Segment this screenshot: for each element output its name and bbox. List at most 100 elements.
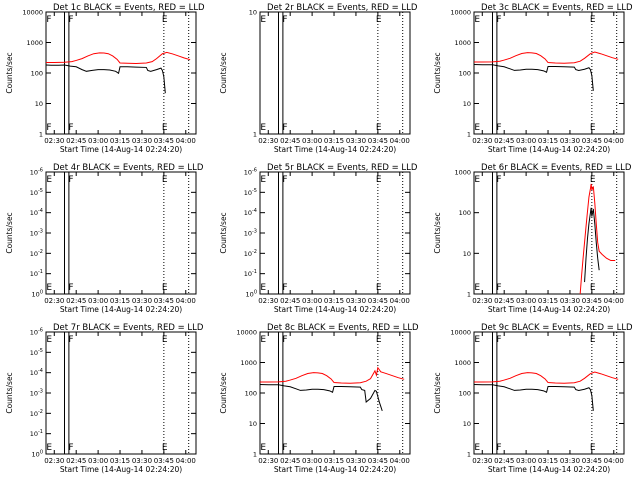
x-tick-label: 02:30 [44, 137, 64, 145]
event-marker-label-bottom: F [68, 123, 73, 133]
panel-title: Det 4r BLACK = Events, RED = LLD [53, 163, 204, 173]
x-tick-label: 03:45 [582, 137, 602, 145]
x-tick-label: 03:15 [538, 457, 558, 465]
event-marker-label-top: E [376, 15, 382, 25]
x-tick-label: 03:45 [154, 137, 174, 145]
event-marker-label-top: E [260, 15, 266, 25]
y-axis-label: Counts/sec [5, 212, 14, 253]
x-axis-label: Start Time (14-Aug-14 02:24:20) [488, 465, 610, 474]
y-tick-label: 1000 [454, 39, 471, 47]
x-tick-label: 02:45 [280, 137, 300, 145]
y-tick-label: 10000 [236, 329, 257, 337]
event-marker-label-top: E [474, 15, 480, 25]
event-marker-label-bottom: E [590, 443, 596, 453]
x-tick-label: 03:00 [516, 297, 536, 305]
panel-4: Det 4r BLACK = Events, RED = LLD Counts/s… [5, 163, 204, 314]
event-marker-label-top: E [590, 15, 596, 25]
y-tick-label: 10 [35, 100, 43, 108]
panel-title: Det 6r BLACK = Events, RED = LLD [481, 163, 632, 173]
x-tick-label: 02:30 [472, 457, 492, 465]
y-axis-label: Counts/sec [5, 52, 14, 93]
event-marker-label-top: F [68, 335, 73, 345]
y-tick-label: 1 [39, 131, 43, 139]
event-marker-label-top: F [68, 15, 73, 25]
x-tick-label: 03:30 [560, 297, 580, 305]
x-tick-label: 03:15 [110, 137, 130, 145]
x-tick-label: 03:00 [88, 137, 108, 145]
y-axis-label: Counts/sec [433, 52, 442, 93]
x-tick-label: 04:00 [176, 297, 196, 305]
x-tick-label: 02:45 [494, 137, 514, 145]
event-marker-label-top: E [376, 335, 382, 345]
events-series-line [584, 207, 600, 283]
y-tick-label: 100 [459, 209, 471, 217]
panel-9: Det 9c BLACK = Events, RED = LLD Counts/s… [433, 323, 633, 474]
panel-title: Det 8c BLACK = Events, RED = LLD [267, 323, 419, 333]
y-tick-label: 10-6 [30, 168, 43, 177]
x-tick-label: 03:15 [110, 457, 130, 465]
y-tick-label: 100 [459, 390, 471, 398]
x-tick-label: 03:45 [368, 297, 388, 305]
lld-series-line [474, 371, 619, 384]
event-marker-label-top: E [376, 175, 382, 185]
x-tick-label: 02:45 [66, 137, 86, 145]
panel-5: Det 5r BLACK = Events, RED = LLD Counts/s… [219, 163, 418, 314]
event-marker-label-bottom: E [474, 443, 480, 453]
y-tick-label: 10 [249, 9, 257, 17]
event-marker-label-top: E [46, 335, 52, 345]
y-tick-label: 10-3 [30, 229, 43, 238]
y-tick-label: 10-2 [30, 249, 43, 258]
x-tick-label: 03:15 [324, 297, 344, 305]
events-series-line [259, 383, 383, 412]
x-tick-label: 02:30 [44, 457, 64, 465]
events-series-line [473, 63, 594, 91]
x-tick-label: 02:30 [44, 297, 64, 305]
x-tick-label: 02:30 [258, 137, 278, 145]
x-tick-label: 04:00 [176, 457, 196, 465]
panel-title: Det 2r BLACK = Events, RED = LLD [267, 3, 418, 13]
x-tick-label: 03:15 [324, 137, 344, 145]
event-marker-label-top: E [260, 335, 266, 345]
x-tick-label: 03:00 [516, 457, 536, 465]
y-tick-label: 10-3 [30, 389, 43, 398]
event-marker-label-top: F [496, 335, 501, 345]
x-tick-label: 02:30 [472, 137, 492, 145]
x-tick-label: 03:15 [538, 297, 558, 305]
y-tick-label: 1 [467, 291, 471, 299]
x-tick-label: 04:00 [390, 457, 410, 465]
event-marker-label-top: F [282, 15, 287, 25]
panel-6: Det 6r BLACK = Events, RED = LLD Counts/s… [433, 163, 632, 314]
event-marker-label-bottom: E [590, 283, 596, 293]
y-tick-label: 10-4 [244, 208, 257, 217]
x-tick-label: 03:00 [516, 137, 536, 145]
y-tick-label: 10-4 [30, 208, 43, 217]
event-marker-label-bottom: E [474, 123, 480, 133]
x-tick-label: 03:00 [302, 137, 322, 145]
event-marker-label-bottom: E [590, 123, 596, 133]
y-tick-label: 10 [463, 250, 471, 258]
panel-title: Det 3c BLACK = Events, RED = LLD [481, 3, 633, 13]
event-marker-label-bottom: E [376, 443, 382, 453]
event-marker-label-top: F [68, 175, 73, 185]
y-tick-label: 100 [246, 290, 257, 299]
y-tick-label: 1000 [454, 359, 471, 367]
y-tick-label: 1000 [240, 359, 257, 367]
y-tick-label: 10000 [450, 329, 471, 337]
event-marker-label-bottom: F [282, 123, 287, 133]
y-tick-label: 100 [31, 70, 43, 78]
events-series-line [45, 64, 166, 94]
y-tick-label: 100 [245, 390, 257, 398]
y-axis-label: Counts/sec [433, 372, 442, 413]
y-axis-label: Counts/sec [5, 372, 14, 413]
event-marker-label-bottom: F [282, 283, 287, 293]
x-tick-label: 02:45 [494, 297, 514, 305]
y-tick-label: 10 [463, 420, 471, 428]
y-tick-label: 100 [32, 450, 43, 459]
panel-title: Det 7r BLACK = Events, RED = LLD [53, 323, 204, 333]
panel-3: Det 3c BLACK = Events, RED = LLD Counts/s… [433, 3, 633, 154]
x-axis-label: Start Time (14-Aug-14 02:24:20) [488, 305, 610, 314]
plot-frame [259, 11, 411, 135]
x-axis-label: Start Time (14-Aug-14 02:24:20) [60, 145, 182, 154]
events-series-line [473, 383, 594, 411]
event-marker-label-top: F [282, 335, 287, 345]
